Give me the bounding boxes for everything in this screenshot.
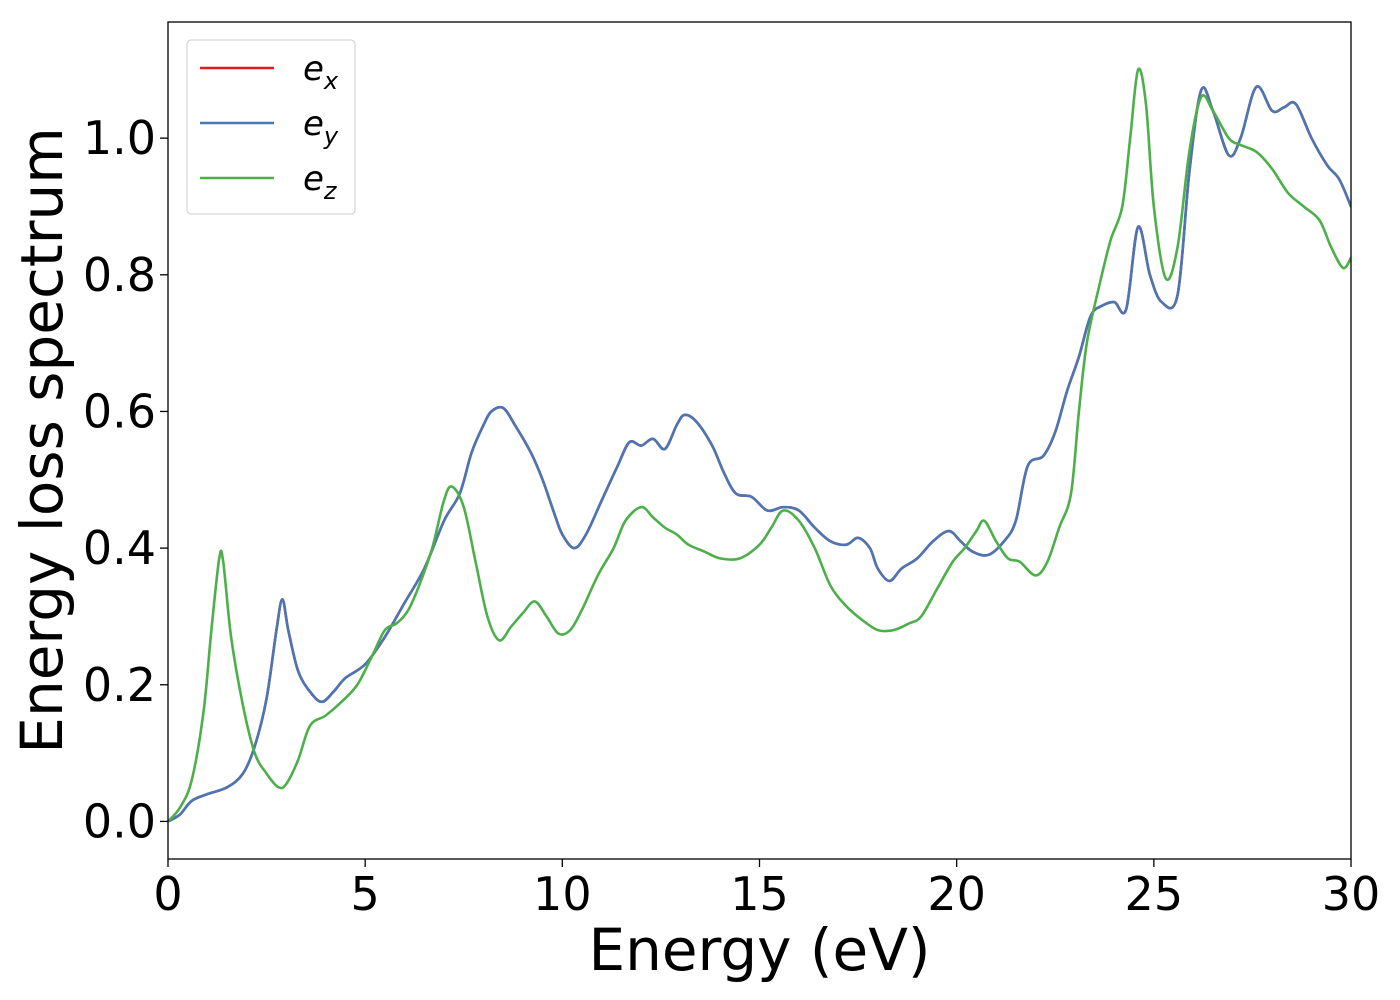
y-tick-label: 0.4 [83,521,156,575]
y-tick-label: 1.0 [83,111,156,165]
x-tick-label: 30 [1322,867,1381,921]
legend: ex ey ez [186,39,356,215]
y-axis-label: Energy loss spectrum [8,127,76,753]
y-tick-label: 0.8 [83,248,156,302]
x-tick-label: 25 [1125,867,1184,921]
x-tick-label: 10 [533,867,592,921]
legend-box [186,39,356,215]
x-tick-label: 0 [153,867,182,921]
y-tick-label: 0.0 [83,794,156,848]
x-axis-label: Energy (eV) [588,916,930,984]
x-tick-label: 20 [927,867,986,921]
x-tick-label: 5 [351,867,380,921]
y-tick-label: 0.6 [83,384,156,438]
legend-label-z: ez [303,159,338,205]
x-tick-label: 15 [730,867,789,921]
legend-label-y: ey [303,104,339,150]
legend-label-x: ex [303,49,339,95]
y-tick-label: 0.2 [83,658,156,712]
series-line-y [168,85,1351,823]
series-line-z [168,67,1351,823]
